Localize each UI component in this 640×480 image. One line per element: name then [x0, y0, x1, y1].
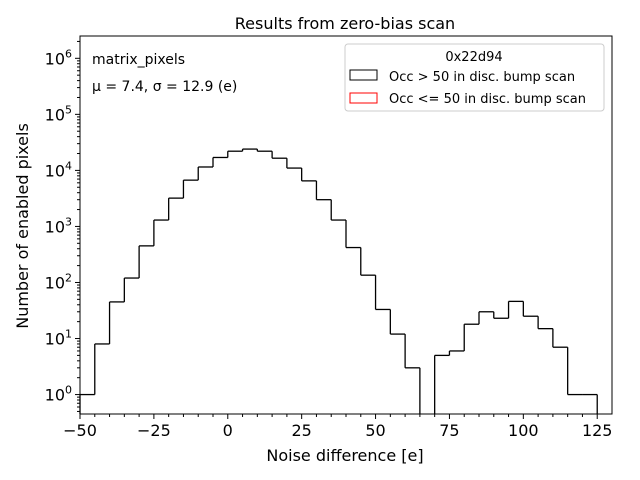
- x-tick-label: 50: [365, 421, 385, 440]
- y-tick-label: 102: [45, 271, 72, 292]
- legend: 0x22d94 Occ > 50 in disc. bump scan Occ …: [344, 43, 605, 112]
- y-tick-label: 104: [45, 159, 72, 180]
- y-tick-exponent: 0: [65, 384, 72, 397]
- y-tick-label: 103: [45, 215, 72, 236]
- y-axis-label: Number of enabled pixels: [13, 123, 32, 329]
- legend-swatch-black: [349, 69, 378, 81]
- y-tick-exponent: 3: [65, 215, 72, 228]
- y-tick-label: 101: [45, 328, 72, 349]
- x-tick-label: 25: [291, 421, 311, 440]
- legend-label-red: Occ <= 50 in disc. bump scan: [389, 92, 586, 107]
- y-tick-exponent: 1: [65, 328, 72, 341]
- legend-label-black: Occ > 50 in disc. bump scan: [389, 70, 575, 85]
- y-tick-exponent: 6: [65, 47, 72, 60]
- legend-box: [344, 43, 605, 112]
- x-tick-label: −25: [137, 421, 171, 440]
- x-tick-label: 0: [223, 421, 233, 440]
- y-tick-exponent: 5: [65, 103, 72, 116]
- x-axis-label: Noise difference [e]: [266, 446, 423, 465]
- annotation-stats: μ = 7.4, σ = 12.9 (e): [92, 79, 237, 95]
- histogram-bars: [79, 148, 598, 414]
- y-tick-label: 100: [45, 384, 72, 405]
- x-tick-label: 125: [582, 421, 613, 440]
- legend-title: 0x22d94: [445, 50, 502, 65]
- y-tick-label: 105: [45, 103, 72, 124]
- chart-title: Results from zero-bias scan: [235, 14, 455, 33]
- x-tick-label: 75: [439, 421, 459, 440]
- x-tick-label: −50: [63, 421, 97, 440]
- plot-frame: [79, 35, 613, 415]
- y-tick-exponent: 4: [65, 159, 72, 172]
- y-tick-label: 106: [45, 47, 72, 68]
- x-tick-label: 100: [508, 421, 539, 440]
- y-tick-exponent: 2: [65, 271, 72, 284]
- legend-swatch-red: [349, 92, 378, 104]
- annotation-name: matrix_pixels: [92, 52, 185, 68]
